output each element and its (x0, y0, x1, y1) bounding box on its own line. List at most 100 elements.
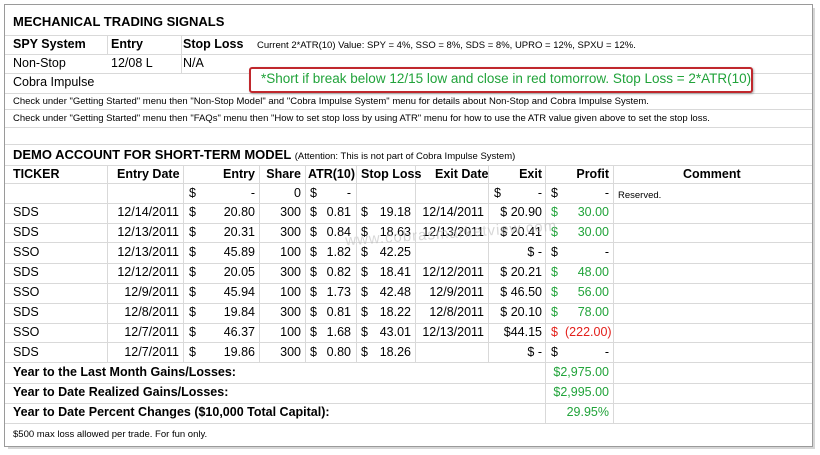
cobra-label: Cobra Impulse (13, 75, 95, 89)
cell-profit: 56.00 (577, 285, 609, 299)
col-ticker: TICKER (13, 167, 60, 181)
cell-profit-sign: $ (551, 345, 558, 359)
reserved-profit: - (604, 186, 609, 200)
cell-share: 100 (280, 285, 301, 299)
cell-profit: 48.00 (577, 265, 609, 279)
dollar-sign: $ (310, 345, 317, 359)
cobra-signal-note: *Short if break below 12/15 low and clos… (249, 67, 753, 93)
dollar-sign: $ (189, 345, 196, 359)
dollar-sign: $ (310, 285, 317, 299)
reserved-entry: - (250, 186, 255, 200)
cell-exit: $ 20.10 (500, 305, 542, 319)
cell-profit-sign: $ (551, 225, 558, 239)
col-exit-date: Exit Date (435, 167, 489, 181)
cell-entry: 46.37 (223, 325, 255, 339)
cell-exit: $ 20.41 (500, 225, 542, 239)
col-profit: Profit (576, 167, 609, 181)
reserved-profit-dollar: $ (551, 186, 558, 200)
dollar-sign: $ (310, 265, 317, 279)
dollar-sign: $ (361, 345, 368, 359)
cell-share: 300 (280, 265, 301, 279)
cell-entry: 45.89 (223, 245, 255, 259)
cell-profit: 30.00 (577, 205, 609, 219)
cell-atr: 0.80 (326, 345, 351, 359)
dollar-sign: $ (189, 245, 196, 259)
demo-note: (Attention: This is not part of Cobra Im… (294, 151, 516, 162)
demo-title: DEMO ACCOUNT FOR SHORT-TERM MODEL (13, 147, 292, 162)
cell-ticker: SSO (13, 245, 40, 259)
cell-exit: $44.15 (503, 325, 542, 339)
col-comment: Comment (683, 167, 741, 181)
dollar-sign: $ (310, 305, 317, 319)
cell-entry: 19.84 (223, 305, 255, 319)
last-month-value: $2,975.00 (553, 365, 609, 379)
cell-stop: 18.41 (379, 265, 411, 279)
cell-entry: 20.80 (223, 205, 255, 219)
info-line-2: Check under "Getting Started" menu then … (13, 113, 710, 124)
cell-exit-date: 12/8/2011 (429, 305, 484, 319)
dollar-sign: $ (361, 205, 368, 219)
col-entry: Entry (223, 167, 255, 181)
cell-stop: 42.48 (379, 285, 411, 299)
cell-share: 100 (280, 245, 301, 259)
cell-share: 100 (280, 325, 301, 339)
dollar-sign: $ (310, 205, 317, 219)
dollar-sign: $ (189, 225, 196, 239)
reserved-comment: Reserved. (618, 190, 662, 201)
cell-profit: 78.00 (577, 305, 609, 319)
cell-entry-date: 12/7/2011 (124, 345, 179, 359)
cell-ticker: SDS (13, 205, 39, 219)
cobra-signal-text: *Short if break below 12/15 low and clos… (261, 71, 752, 86)
cell-exit: $ 20.21 (500, 265, 542, 279)
cell-exit-date: 12/12/2011 (422, 265, 484, 279)
cell-atr: 0.84 (326, 225, 351, 239)
cell-entry-date: 12/8/2011 (124, 305, 179, 319)
reserved-exit: - (537, 186, 542, 200)
cell-share: 300 (280, 225, 301, 239)
ytd-value: $2,995.00 (553, 385, 609, 399)
cell-entry-date: 12/13/2011 (117, 225, 179, 239)
cell-profit-sign: $ (551, 325, 558, 339)
cell-entry: 20.31 (223, 225, 255, 239)
cell-atr: 1.82 (326, 245, 351, 259)
cell-entry-date: 12/14/2011 (117, 205, 179, 219)
cell-exit-date: 12/9/2011 (429, 285, 484, 299)
cell-stop: 43.01 (379, 325, 411, 339)
col-atr: ATR(10) (308, 167, 355, 181)
cell-entry-date: 12/7/2011 (124, 325, 179, 339)
reserved-atr: - (346, 186, 351, 200)
col-entry-date: Entry Date (117, 167, 180, 181)
cell-profit: 30.00 (577, 225, 609, 239)
system-header: SPY System (13, 37, 86, 51)
cell-share: 300 (280, 345, 301, 359)
pct-label: Year to Date Percent Changes ($10,000 To… (13, 405, 330, 419)
dollar-sign: $ (189, 325, 196, 339)
cell-stop: 18.63 (379, 225, 411, 239)
cell-stop: 19.18 (379, 205, 411, 219)
ytd-label: Year to Date Realized Gains/Losses: (13, 385, 229, 399)
dollar-sign: $ (361, 245, 368, 259)
cell-profit: - (604, 345, 609, 359)
nonstop-entry: 12/08 L (111, 56, 153, 70)
cell-exit-date: 12/14/2011 (422, 205, 484, 219)
footnote: $500 max loss allowed per trade. For fun… (13, 429, 208, 440)
demo-title-row: DEMO ACCOUNT FOR SHORT-TERM MODEL (Atten… (13, 146, 515, 165)
col-share: Share (266, 167, 301, 181)
dollar-sign: $ (189, 305, 196, 319)
cell-entry: 19.86 (223, 345, 255, 359)
cell-profit: - (604, 245, 609, 259)
info-line-1: Check under "Getting Started" menu then … (13, 96, 649, 107)
last-month-label: Year to the Last Month Gains/Losses: (13, 365, 236, 379)
cell-profit-sign: $ (551, 205, 558, 219)
entry-header: Entry (111, 37, 143, 51)
cell-ticker: SSO (13, 285, 40, 299)
dollar-sign: $ (361, 325, 368, 339)
cell-atr: 1.73 (326, 285, 351, 299)
cell-exit: $ - (527, 245, 542, 259)
stop-loss-header: Stop Loss (183, 37, 244, 51)
dollar-sign: $ (361, 305, 368, 319)
reserved-atr-dollar: $ (310, 186, 317, 200)
dollar-sign: $ (310, 225, 317, 239)
dollar-sign: $ (189, 285, 196, 299)
cell-share: 300 (280, 305, 301, 319)
